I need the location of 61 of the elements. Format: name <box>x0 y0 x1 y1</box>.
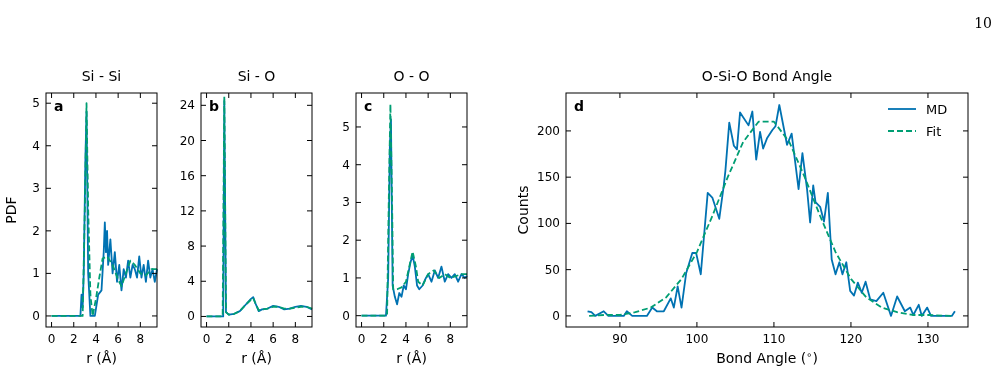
y-tick-label: 50 <box>544 262 560 277</box>
x-tick-label: 4 <box>402 332 410 346</box>
x-tick-label: 2 <box>69 332 78 346</box>
x-tick-label: 8 <box>291 332 300 346</box>
y-tick-label: 1 <box>32 266 40 281</box>
chart-title: Si - O <box>237 68 276 84</box>
x-tick-label: 120 <box>839 332 863 346</box>
y-axis-title: PDF <box>3 196 19 224</box>
y-tick-label: 5 <box>342 119 350 134</box>
x-tick-label: 6 <box>269 332 277 346</box>
x-tick-label: 4 <box>247 332 255 346</box>
y-tick-label: 4 <box>187 274 195 289</box>
y-tick-label: 4 <box>32 138 40 153</box>
y-tick-label: 200 <box>537 123 560 138</box>
annotation: c <box>364 98 373 114</box>
x-axis-title: Bond Angle ($^{∘}$) <box>716 348 818 366</box>
y-tick-label: 150 <box>537 170 560 185</box>
x-tick-label: 8 <box>136 332 145 346</box>
x-axis-title: r (Å) <box>396 350 427 366</box>
x-tick-label: 130 <box>916 332 940 346</box>
y-tick-label: 12 <box>179 203 195 218</box>
y-tick-label: 0 <box>342 308 350 323</box>
chart-title: Si - Si <box>81 68 122 84</box>
y-tick-label: 0 <box>32 308 40 323</box>
y-tick-label: 5 <box>32 96 40 111</box>
annotation: b <box>209 98 220 114</box>
x-tick-label: 0 <box>47 332 56 346</box>
x-tick-label: 110 <box>762 332 786 346</box>
y-tick-label: 24 <box>179 98 195 113</box>
y-tick-label: 2 <box>32 223 40 238</box>
x-tick-label: 2 <box>224 332 233 346</box>
y-tick-label: 3 <box>342 195 350 210</box>
y-tick-label: 4 <box>342 157 350 172</box>
x-tick-label: 0 <box>202 332 211 346</box>
y-tick-label: 8 <box>187 239 195 254</box>
x-tick-label: 8 <box>446 332 455 346</box>
y-axis-title: Counts <box>515 185 531 235</box>
y-tick-label: 3 <box>32 181 40 196</box>
chart-title: O-Si-O Bond Angle <box>701 68 833 84</box>
x-tick-label: 6 <box>424 332 432 346</box>
y-tick-label: 20 <box>179 133 195 148</box>
x-tick-label: 6 <box>114 332 122 346</box>
x-tick-label: 90 <box>612 332 628 346</box>
legend-label: MD <box>926 102 948 117</box>
y-tick-label: 100 <box>537 216 560 231</box>
y-tick-label: 2 <box>342 233 350 248</box>
x-tick-label: 0 <box>357 332 366 346</box>
x-tick-label: 100 <box>685 332 709 346</box>
text: 10 <box>974 15 992 31</box>
y-tick-label: 0 <box>187 309 195 324</box>
annotation: d <box>574 98 585 114</box>
y-tick-label: 1 <box>342 270 350 285</box>
chart-title: O - O <box>393 68 430 84</box>
x-axis-title: r (Å) <box>86 350 117 366</box>
annotation: a <box>54 98 64 114</box>
x-tick-label: 4 <box>92 332 100 346</box>
x-axis-title: r (Å) <box>241 350 272 366</box>
x-tick-label: 2 <box>379 332 388 346</box>
legend-label: Fit <box>926 124 942 139</box>
y-tick-label: 16 <box>179 168 195 183</box>
y-tick-label: 0 <box>552 308 560 323</box>
